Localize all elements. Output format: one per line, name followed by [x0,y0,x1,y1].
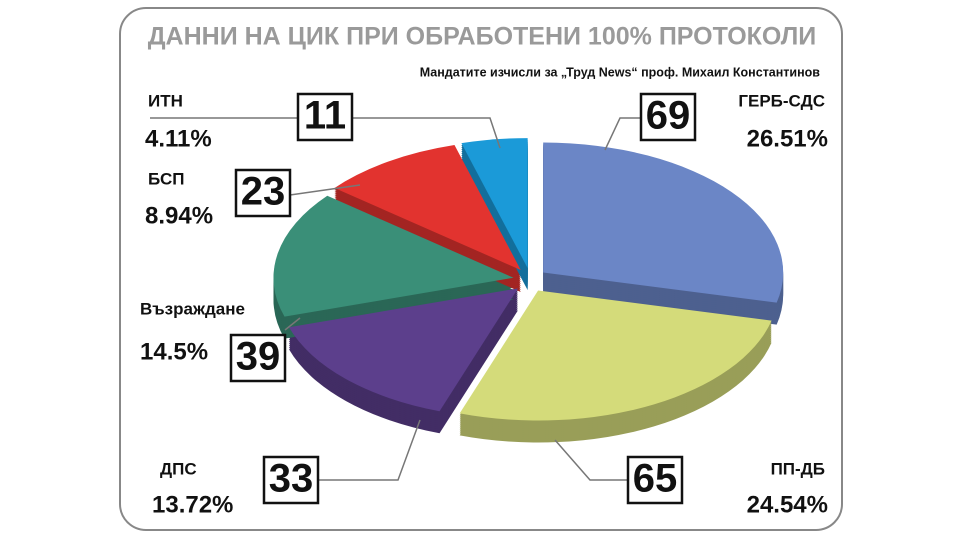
percent-label: 13.72% [152,491,233,518]
seat-label: 33 [269,457,314,501]
percent-label: 24.54% [747,491,828,518]
seat-label: 11 [304,94,346,138]
party-name: ГЕРБ-СДС [738,91,825,110]
seat-box [234,168,292,218]
percent-label: 26.51% [747,125,828,152]
leader [284,317,301,331]
labels: ИТН 4.11% 11 БСП 8.94% 23 Възраждане 14.… [140,91,828,518]
seat-box [262,455,320,505]
party-name: ИТН [148,91,183,110]
seat-box [296,92,354,142]
seat-box [229,333,287,383]
seat-box [639,92,697,142]
seat-label: 39 [236,335,281,379]
slice [288,288,518,412]
seat-box [626,455,684,505]
chart-title: ДАННИ НА ЦИК ПРИ ОБРАБОТЕНИ 100% ПРОТОКО… [148,23,817,51]
seat-label: 65 [633,457,678,501]
leader [554,439,628,481]
percent-label: 8.94% [145,202,213,229]
leader-lines [150,117,695,481]
slice [543,142,784,303]
seat-label: 69 [646,94,691,138]
slice [273,195,514,317]
seat-label: 23 [241,170,286,214]
slice [461,138,528,269]
slice [459,290,772,421]
party-name: БСП [148,169,185,188]
leader [318,419,421,481]
chart-subtitle: Мандатите изчисли за „Труд News“ проф. М… [420,65,821,79]
party-name: Възраждане [140,299,245,318]
party-name: ДПС [160,459,197,478]
pie [273,138,784,443]
percent-label: 4.11% [145,125,212,152]
party-name: ПП-ДБ [771,459,825,478]
slice [334,145,521,270]
percent-label: 14.5% [140,338,208,365]
leader [352,117,501,149]
leader [289,184,361,196]
